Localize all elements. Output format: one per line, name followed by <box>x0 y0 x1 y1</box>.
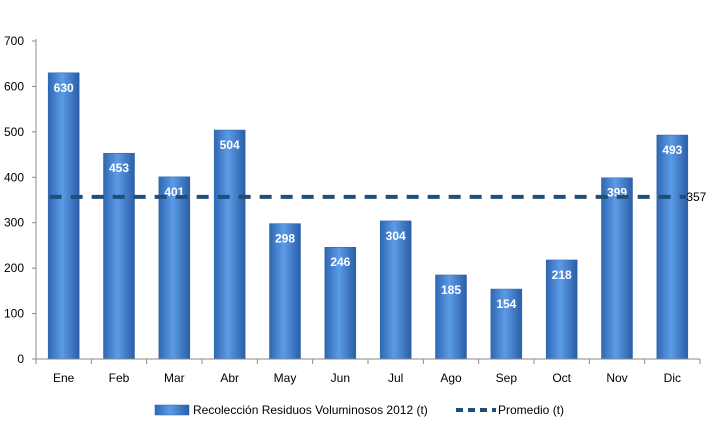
bar <box>269 223 301 360</box>
bar-value-label: 304 <box>386 229 406 243</box>
x-axis: Ene Feb Mar Abr May Jun Jul Ago Sep Oct Nov Dic <box>35 358 701 385</box>
x-tick-label: May <box>274 371 297 385</box>
x-tick-label: Feb <box>109 371 130 385</box>
y-axis: 0 100 200 300 400 500 600 700 <box>4 34 37 366</box>
y-tick-label: 400 <box>4 170 24 184</box>
x-tick-label: Mar <box>164 371 185 385</box>
x-tick-label: Ene <box>53 371 75 385</box>
x-tick-label: Ago <box>440 371 462 385</box>
y-tick-label: 300 <box>4 216 24 230</box>
bar <box>158 176 191 360</box>
bar-value-label: 246 <box>330 255 350 269</box>
bars <box>47 72 689 360</box>
bar-value-label: 218 <box>552 268 572 282</box>
legend-label-bars: Recolección Residuos Voluminosos 2012 (t… <box>193 403 428 417</box>
x-tick-label: Nov <box>606 371 627 385</box>
x-tick-label: Abr <box>220 371 239 385</box>
bar-value-label: 504 <box>220 138 240 152</box>
bar-value-label: 453 <box>109 161 129 175</box>
x-tick-label: Sep <box>496 371 518 385</box>
bar <box>601 177 633 360</box>
legend: Recolección Residuos Voluminosos 2012 (t… <box>154 403 564 417</box>
x-tick-label: Jul <box>388 371 403 385</box>
bar-value-label: 493 <box>662 143 682 157</box>
x-tick-label: Dic <box>664 371 681 385</box>
y-tick-label: 100 <box>4 307 24 321</box>
y-tick-label: 200 <box>4 261 24 275</box>
bar <box>656 134 689 360</box>
x-tick-label: Oct <box>552 371 571 385</box>
x-tick-label: Jun <box>331 371 350 385</box>
legend-swatch-bars <box>154 404 190 416</box>
average-line: 357 <box>49 190 707 204</box>
bar-value-label: 630 <box>54 81 74 95</box>
legend-label-average: Promedio (t) <box>498 403 564 417</box>
y-tick-label: 600 <box>4 79 24 93</box>
bar <box>47 72 80 360</box>
bar <box>103 152 135 360</box>
y-tick-label: 500 <box>4 125 24 139</box>
average-value-label: 357 <box>686 190 706 204</box>
bar-value-label: 185 <box>441 283 461 297</box>
bar-value-label: 154 <box>496 297 516 311</box>
bar-value-label: 298 <box>275 232 295 246</box>
y-tick-label: 700 <box>4 34 24 48</box>
bar <box>545 259 578 360</box>
y-tick-label: 0 <box>17 352 24 366</box>
bar <box>213 129 246 360</box>
